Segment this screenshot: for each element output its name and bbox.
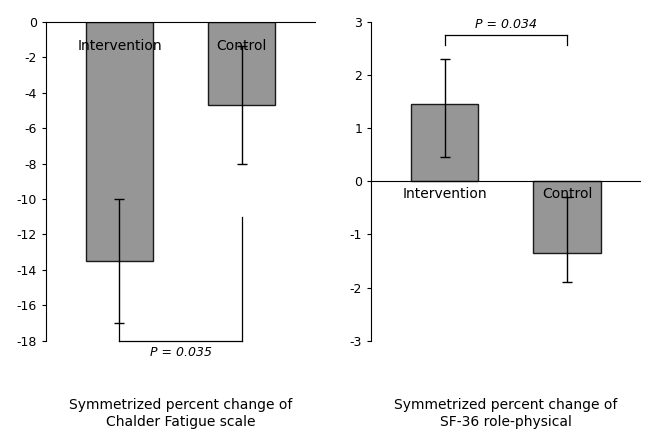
Text: Intervention: Intervention	[77, 39, 162, 53]
Text: P = 0.035: P = 0.035	[150, 346, 212, 359]
Bar	[533, 181, 600, 253]
Bar	[208, 22, 275, 105]
Text: Symmetrized percent change of
Chalder Fatigue scale: Symmetrized percent change of Chalder Fa…	[69, 398, 292, 429]
Text: Symmetrized percent change of
SF-36 role-physical: Symmetrized percent change of SF-36 role…	[394, 398, 618, 429]
Text: P = 0.034: P = 0.034	[475, 18, 537, 31]
Bar	[411, 104, 478, 181]
Text: Control: Control	[217, 39, 267, 53]
Text: Control: Control	[542, 187, 592, 201]
Text: Intervention: Intervention	[402, 187, 487, 201]
Bar	[86, 22, 153, 261]
